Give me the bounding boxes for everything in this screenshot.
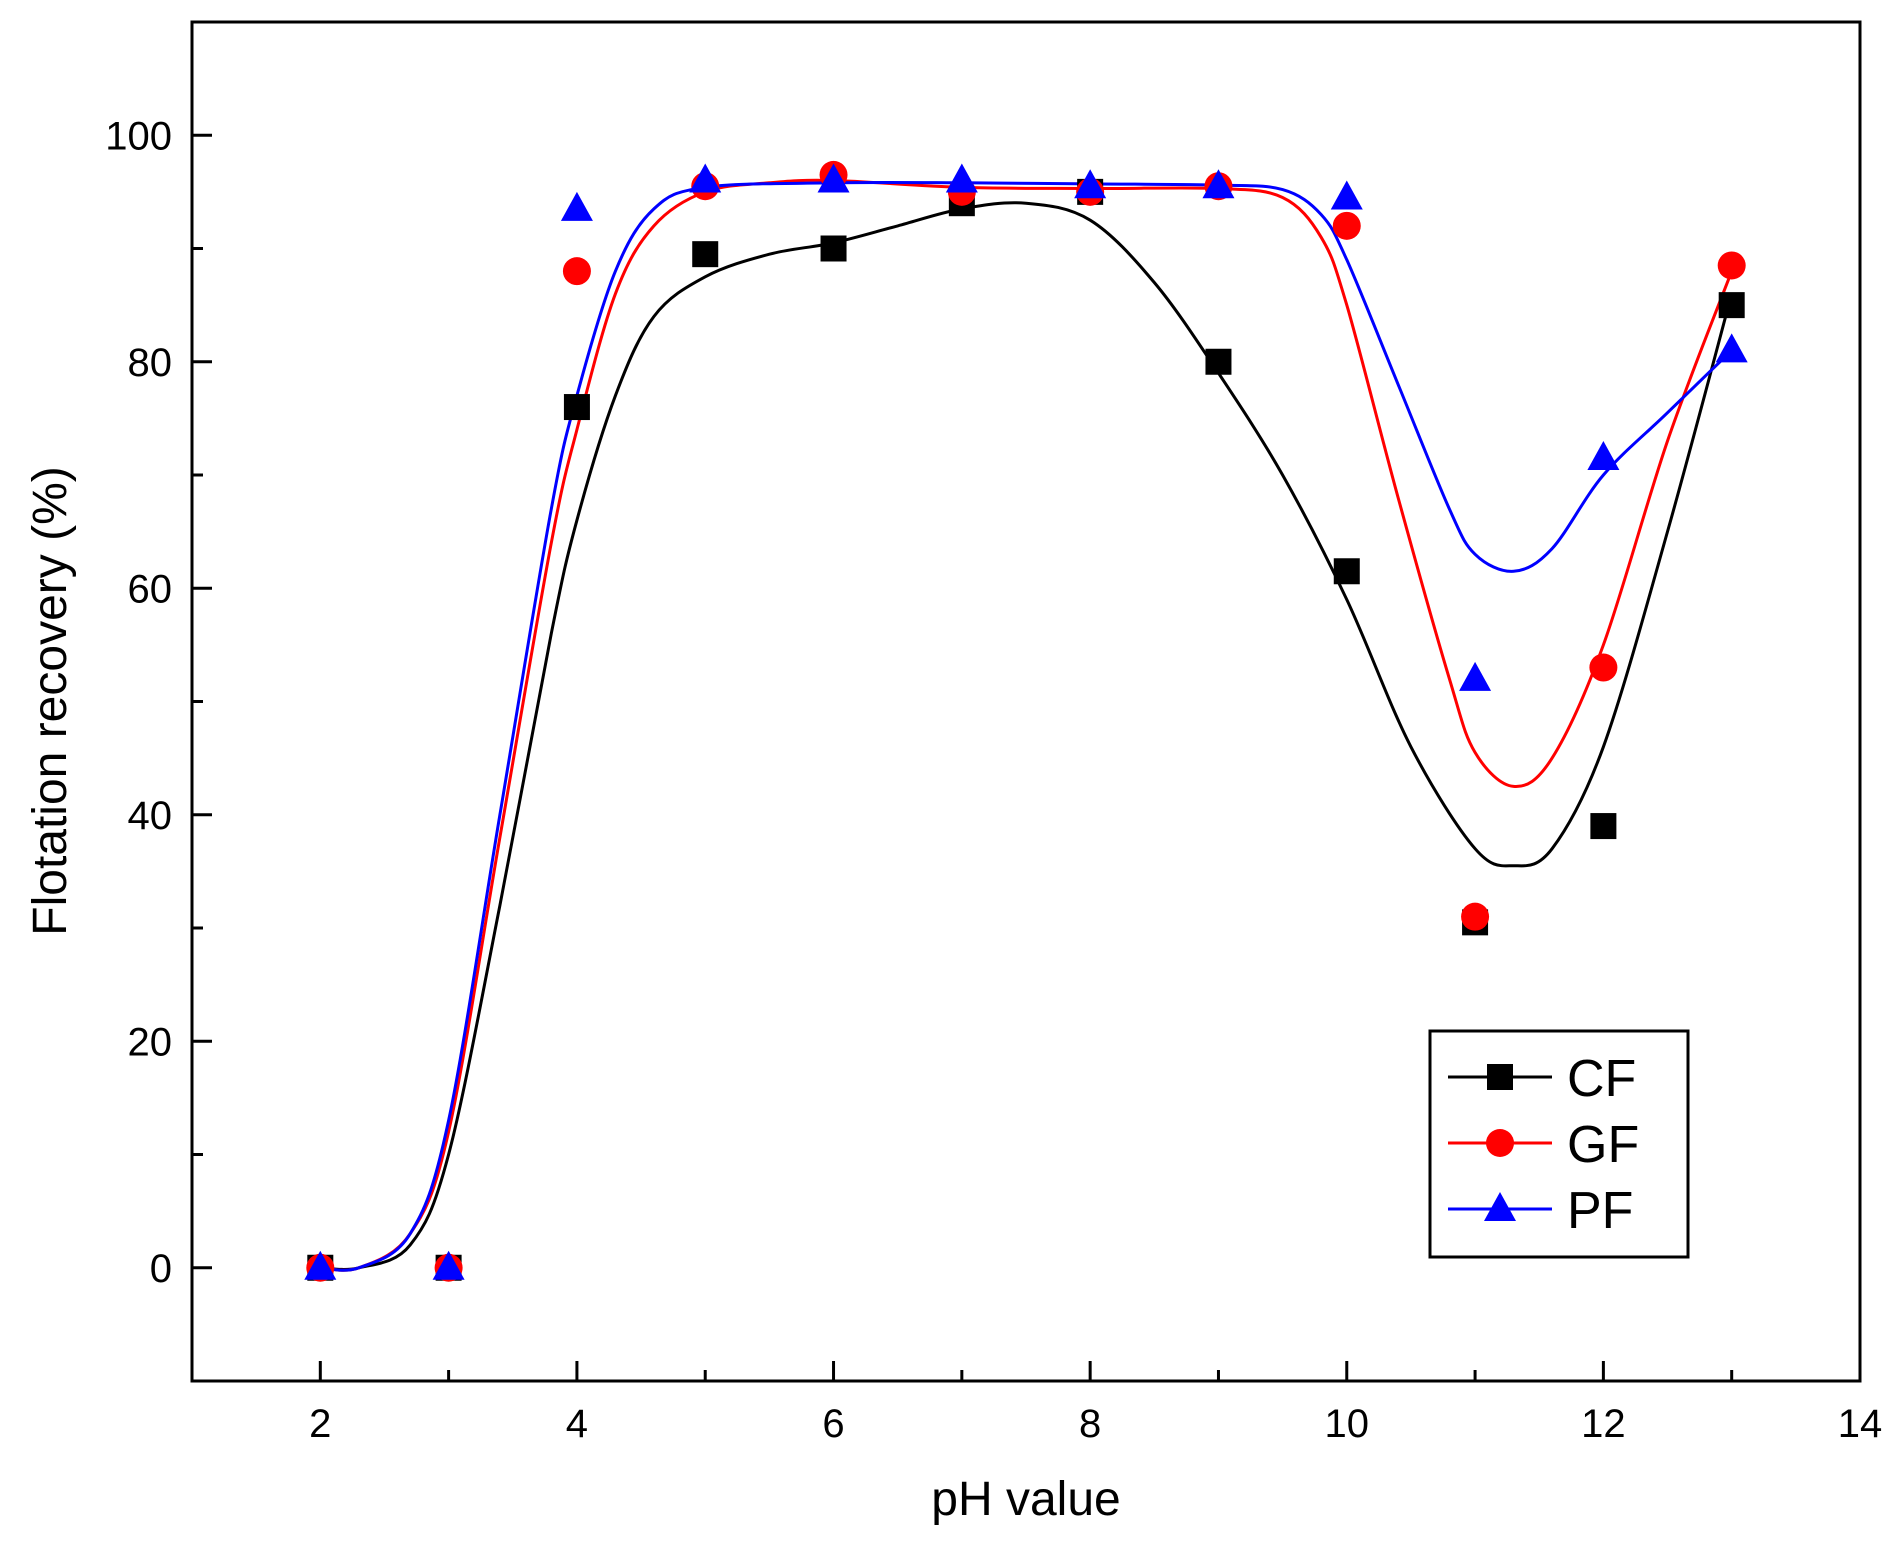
x-tick-label: 6 <box>822 1402 844 1446</box>
cf-data-point <box>563 394 590 421</box>
x-tick-label: 2 <box>309 1402 331 1446</box>
pf-data-point <box>560 191 593 221</box>
legend-label-cf: CF <box>1567 1050 1636 1108</box>
gf-data-point <box>562 257 591 286</box>
x-tick-label: 10 <box>1325 1402 1370 1446</box>
y-tick-label: 80 <box>128 341 173 385</box>
y-axis-ticks: 0 20 40 60 80 100 <box>105 114 212 1291</box>
cf-data-point <box>1718 292 1745 319</box>
x-tick-label: 14 <box>1838 1402 1883 1446</box>
legend-marker-cf <box>1487 1064 1513 1090</box>
x-tick-label: 8 <box>1079 1402 1101 1446</box>
cf-data-point <box>1333 558 1360 585</box>
gf-data-point <box>1332 211 1361 240</box>
pf-data-point <box>432 1250 465 1280</box>
cf-fit-curve <box>320 201 1734 1271</box>
cf-data-point <box>820 235 847 262</box>
gf-fit-curve <box>320 178 1734 1272</box>
y-tick-label: 100 <box>105 114 172 158</box>
pf-data-point <box>1202 169 1235 199</box>
pf-data-point <box>1587 441 1620 471</box>
cf-data-point <box>1205 348 1232 375</box>
pf-data-point <box>1074 169 1107 199</box>
legend-marker-pf <box>1484 1192 1516 1221</box>
pf-data-point <box>304 1250 337 1280</box>
y-tick-label: 40 <box>128 794 173 838</box>
y-tick-label: 20 <box>128 1020 173 1064</box>
x-tick-label: 12 <box>1581 1402 1626 1446</box>
x-axis-title: pH value <box>931 1473 1120 1526</box>
cf-data-point <box>1590 813 1617 840</box>
x-axis-ticks: 2 4 6 8 10 12 14 <box>190 1361 1883 1446</box>
gf-data-point <box>1717 251 1746 280</box>
legend-marker-gf <box>1486 1129 1514 1157</box>
legend: CF GF PF <box>1428 1029 1690 1259</box>
pf-data-point <box>945 163 978 193</box>
pf-data-point <box>1459 661 1492 691</box>
cf-data-point <box>692 241 719 268</box>
legend-entries: CF GF PF <box>1448 1050 1639 1240</box>
legend-label-pf: PF <box>1567 1182 1633 1240</box>
gf-data-point <box>1589 653 1618 682</box>
y-tick-label: 0 <box>150 1247 172 1291</box>
legend-label-gf: GF <box>1567 1116 1639 1174</box>
pf-data-point <box>1715 333 1748 363</box>
pf-data-point <box>817 163 850 193</box>
y-tick-label: 60 <box>128 567 173 611</box>
pf-data-point <box>689 163 722 193</box>
x-tick-label: 4 <box>566 1402 588 1446</box>
data-markers <box>304 160 1748 1282</box>
gf-data-point <box>1461 902 1490 931</box>
pf-data-point <box>1330 180 1363 210</box>
y-axis-title: Flotation recovery (%) <box>24 466 77 935</box>
